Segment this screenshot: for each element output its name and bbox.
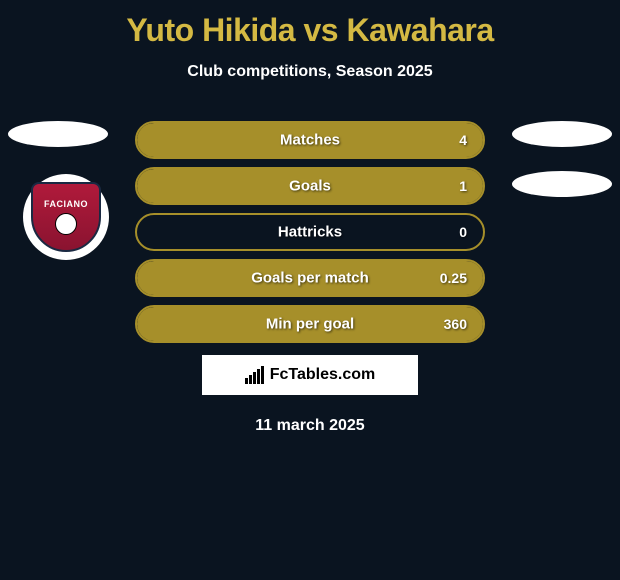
page-title: Yuto Hikida vs Kawahara: [0, 0, 620, 49]
logo-chart-bar: [245, 378, 248, 384]
fctables-logo[interactable]: FcTables.com: [202, 355, 418, 395]
stat-bar: Goals per match 0.25: [135, 259, 485, 297]
stat-bar: Min per goal 360: [135, 305, 485, 343]
stat-label: Min per goal: [266, 316, 354, 333]
stat-bar: Matches 4: [135, 121, 485, 159]
club-badge: FACIANO: [23, 174, 109, 260]
logo-chart-bar: [261, 366, 264, 384]
stat-value: 1: [459, 178, 467, 194]
stat-value: 0: [459, 224, 467, 240]
stat-bar: Goals 1: [135, 167, 485, 205]
page-subtitle: Club competitions, Season 2025: [0, 63, 620, 81]
content-area: FACIANO Matches 4 Goals 1 Hattricks 0 Goals pe…: [0, 121, 620, 435]
logo-text: FcTables.com: [270, 366, 376, 384]
player-avatar-left-placeholder: [8, 121, 108, 147]
player-avatar-right-placeholder-1: [512, 121, 612, 147]
stat-label: Goals: [289, 178, 331, 195]
logo-chart-bar: [253, 372, 256, 384]
player-avatar-right-placeholder-2: [512, 171, 612, 197]
stat-label: Goals per match: [251, 270, 369, 287]
stat-value: 360: [444, 316, 467, 332]
stat-label: Matches: [280, 132, 340, 149]
stat-bar: Hattricks 0: [135, 213, 485, 251]
stat-value: 0.25: [440, 270, 467, 286]
logo-chart-bar: [257, 369, 260, 384]
club-badge-ball-icon: [55, 213, 77, 235]
club-badge-text: FACIANO: [44, 199, 88, 209]
logo-chart-bar: [249, 375, 252, 384]
club-badge-inner: FACIANO: [31, 182, 101, 252]
logo-chart-icon: [245, 366, 264, 384]
stat-value: 4: [459, 132, 467, 148]
stat-label: Hattricks: [278, 224, 342, 241]
date-text: 11 march 2025: [0, 417, 620, 435]
stat-bars-container: Matches 4 Goals 1 Hattricks 0 Goals per match 0…: [135, 121, 485, 343]
